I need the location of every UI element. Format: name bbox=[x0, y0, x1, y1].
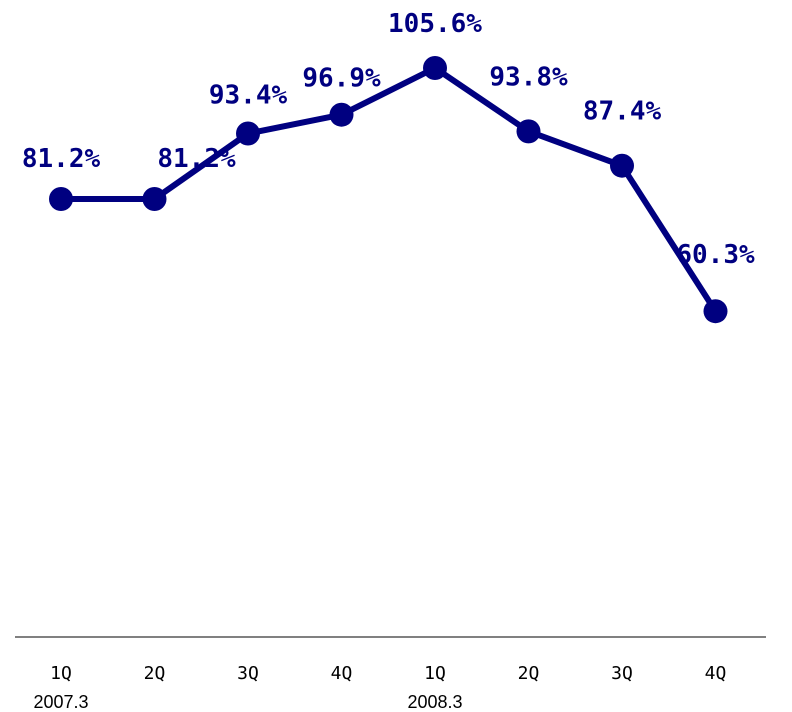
data-point-marker bbox=[516, 119, 541, 144]
series-line bbox=[58, 65, 719, 315]
data-label: 87.4% bbox=[583, 97, 662, 127]
x-tick-label: 2Q bbox=[518, 663, 540, 684]
data-label: 60.3% bbox=[676, 240, 755, 270]
data-point-marker bbox=[49, 187, 73, 211]
data-point-marker bbox=[703, 299, 728, 324]
x-tick-label: 2Q bbox=[144, 663, 166, 684]
x-group-label: 2008.3 bbox=[407, 692, 462, 712]
x-tick-label: 4Q bbox=[331, 663, 353, 684]
x-tick-label: 4Q bbox=[705, 663, 727, 684]
data-point-marker bbox=[142, 187, 167, 211]
x-tick-layer: 1Q 2Q 3Q 4Q 1Q 2Q 3Q 4Q 2007.3 2008.3 bbox=[33, 663, 726, 712]
data-label: 105.6% bbox=[388, 9, 482, 39]
data-label: 96.9% bbox=[302, 64, 381, 94]
data-label: 93.8% bbox=[489, 62, 568, 92]
x-tick-label: 1Q bbox=[424, 663, 446, 684]
data-label: 93.4% bbox=[209, 81, 288, 111]
series-layer bbox=[49, 56, 728, 324]
data-label: 81.2% bbox=[22, 144, 101, 174]
x-tick-label: 3Q bbox=[611, 663, 633, 684]
x-group-label: 2007.3 bbox=[33, 692, 88, 712]
x-tick-label: 1Q bbox=[50, 663, 72, 684]
data-label-layer: 81.2% 81.2% 93.4% 96.9%105.6%93.8% 87.4% 60.3… bbox=[22, 9, 755, 270]
data-point-marker bbox=[423, 56, 447, 80]
data-label: 81.2% bbox=[157, 144, 236, 174]
data-point-marker bbox=[329, 102, 354, 127]
data-point-marker bbox=[236, 121, 260, 146]
data-point-marker bbox=[610, 153, 634, 178]
x-tick-label: 3Q bbox=[237, 663, 259, 684]
